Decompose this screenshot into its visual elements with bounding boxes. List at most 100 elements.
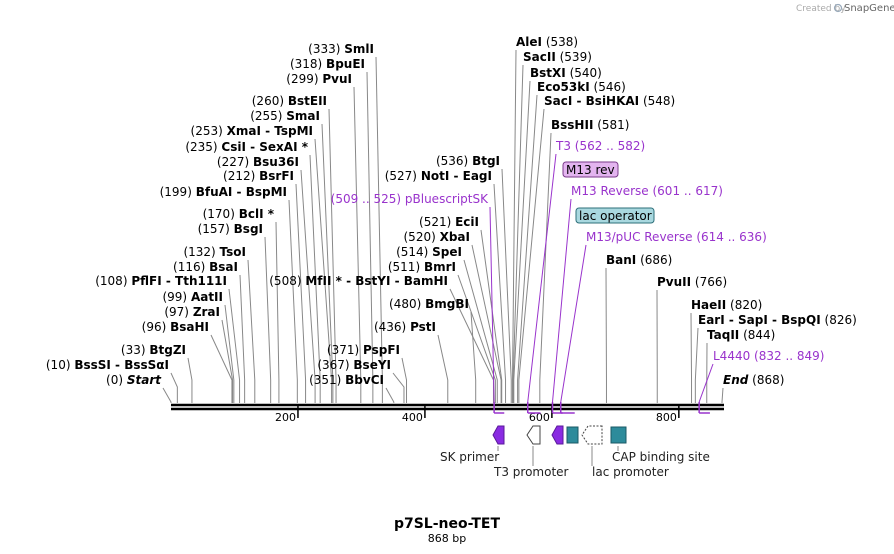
site-noti-eagi[interactable]: (527) NotI - EagI	[385, 169, 492, 183]
site-taqii[interactable]: TaqII (844)	[707, 328, 775, 342]
site-pvui[interactable]: (299) PvuI	[286, 72, 352, 86]
site-name: BmgBI	[425, 297, 469, 311]
site-position: (255)	[250, 109, 286, 123]
m13-rev-label: M13 rev	[566, 163, 615, 177]
site-sacii[interactable]: SacII (539)	[523, 50, 592, 64]
site-name: SacI - BsiHKAI	[544, 94, 639, 108]
site-bbvci[interactable]: (351) BbvCI	[309, 373, 384, 387]
axis-tick-label: 400	[402, 411, 423, 424]
site-haeii[interactable]: HaeII (820)	[691, 298, 762, 312]
site-name: PspFI	[363, 343, 400, 357]
leader-bfuai-bspmi	[288, 199, 298, 403]
site-bsai[interactable]: (116) BsaI	[173, 260, 238, 274]
site-position: (508)	[269, 274, 305, 288]
site-xbai[interactable]: (520) XbaI	[404, 230, 471, 244]
site-name: BclI *	[239, 207, 275, 221]
plasmid-name: p7SL-neo-TET	[394, 516, 501, 532]
site-bsahi[interactable]: (96) BsaHI	[142, 320, 209, 334]
site-name: BfuAI - BspMI	[196, 185, 287, 199]
site-smli[interactable]: (333) SmlI	[308, 42, 374, 56]
leader-bsahi	[210, 334, 233, 403]
lac-operator-box[interactable]: lac operator	[575, 207, 655, 224]
site-bpuei[interactable]: (318) BpuEI	[290, 57, 365, 71]
axis-ticks: 200 400 600 800	[275, 405, 680, 424]
site-smai[interactable]: (255) SmaI	[250, 109, 320, 123]
leader-saci-bsihkai	[518, 108, 545, 403]
site-position: (99)	[162, 290, 190, 304]
primer-m13-puc-reverse[interactable]: M13/pUC Reverse (614 .. 636)	[586, 230, 767, 244]
t3-promoter-label: T3 promoter	[493, 465, 569, 479]
lac-promoter-arrow[interactable]	[581, 425, 603, 445]
site-position: (868)	[748, 373, 784, 387]
site-zrai[interactable]: (97) ZraI	[164, 305, 220, 319]
lac-operator-block[interactable]	[566, 426, 579, 444]
site-position: (351)	[309, 373, 345, 387]
leader-bstxi	[513, 80, 531, 403]
site-psti[interactable]: (436) PstI	[374, 320, 436, 334]
leader-aatii	[224, 304, 235, 403]
site-name: SpeI	[432, 245, 462, 259]
site-bmri[interactable]: (511) BmrI	[388, 260, 456, 274]
leader-smli	[375, 56, 383, 403]
site-pvuii[interactable]: PvuII (766)	[657, 275, 727, 289]
site-name: PstI	[410, 320, 436, 334]
site-btgzi[interactable]: (33) BtgZI	[121, 343, 186, 357]
site-tsoi[interactable]: (132) TsoI	[183, 245, 246, 259]
leader-csii-sexai	[309, 154, 321, 403]
leader-spei	[463, 259, 498, 403]
site-bani[interactable]: BanI (686)	[606, 253, 672, 267]
site-csii-sexai[interactable]: (235) CsiI - SexAI *	[185, 140, 308, 154]
site-bsshii[interactable]: BssHII (581)	[551, 118, 630, 132]
site-spei[interactable]: (514) SpeI	[396, 245, 462, 259]
site-bmgbi[interactable]: (480) BmgBI	[389, 297, 469, 311]
site-bfuai-bspmi[interactable]: (199) BfuAI - BspMI	[160, 185, 287, 199]
site-btgi[interactable]: (536) BtgI	[436, 154, 500, 168]
m13-reverse-arrow[interactable]	[551, 425, 564, 445]
site-bsssi-bsss-i[interactable]: (10) BssSI - BssSαI	[46, 358, 169, 372]
leader-lines	[162, 49, 724, 403]
site-mfii-bstyi-bamhi[interactable]: (508) MfII * - BstYI - BamHI	[269, 274, 448, 288]
site-position: (116)	[173, 260, 209, 274]
site-bsu36i[interactable]: (227) Bsu36I	[217, 155, 299, 169]
site-end[interactable]: End (868)	[723, 373, 784, 387]
site-eari-sapi-bspqi[interactable]: EarI - SapI - BspQI (826)	[698, 313, 857, 327]
site-name: BssSI - BssSαI	[74, 358, 169, 372]
site-position: (540)	[566, 66, 602, 80]
site-position: (299)	[286, 72, 322, 86]
primer-t3[interactable]: T3 (562 .. 582)	[555, 139, 645, 153]
site-name: Bsu36I	[253, 155, 299, 169]
leader-sacii	[512, 64, 524, 403]
site-xmai-tspmi[interactable]: (253) XmaI - TspMI	[191, 124, 313, 138]
site-position: (520)	[404, 230, 440, 244]
leader-btgzi	[187, 357, 193, 403]
sk-primer-arrow[interactable]	[492, 425, 505, 445]
site-bsrfi[interactable]: (212) BsrFI	[223, 169, 294, 183]
site-start[interactable]: (0) Start	[106, 373, 162, 387]
site-pspfi[interactable]: (371) PspFI	[327, 343, 400, 357]
site-name: SmaI	[286, 109, 320, 123]
site-position: (820)	[726, 298, 762, 312]
site-pflfi-tth111i[interactable]: (108) PflFI - Tth111I	[95, 274, 227, 288]
m13-rev-box[interactable]: M13 rev	[562, 161, 619, 178]
site-name: BsaHI	[170, 320, 209, 334]
primer-range: (562 .. 582)	[571, 139, 645, 153]
site-bseyi[interactable]: (367) BseYI	[317, 358, 391, 372]
snapgene-brand: SnapGene	[844, 3, 894, 14]
primer-pbluescriptsk[interactable]: (509 .. 525) pBluescriptSK	[331, 192, 489, 206]
site-alei[interactable]: AleI (538)	[516, 35, 578, 49]
site-saci-bsihkai[interactable]: SacI - BsiHKAI (548)	[544, 94, 675, 108]
site-bsteii[interactable]: (260) BstEII	[252, 94, 327, 108]
site-position: (538)	[542, 35, 578, 49]
site-bcli[interactable]: (170) BclI *	[203, 207, 275, 221]
site-bstxi[interactable]: BstXI (540)	[530, 66, 602, 80]
site-ecii[interactable]: (521) EciI	[419, 215, 479, 229]
site-eco53ki[interactable]: Eco53kI (546)	[537, 80, 626, 94]
primer-leader-pbluescriptsk	[489, 206, 495, 403]
primer-m13-reverse[interactable]: M13 Reverse (601 .. 617)	[571, 184, 723, 198]
primer-l4440[interactable]: L4440 (832 .. 849)	[713, 349, 824, 363]
site-bsgi[interactable]: (157) BsgI	[198, 222, 263, 236]
primer-range: (832 .. 849)	[750, 349, 824, 363]
cap-binding-site-block[interactable]	[610, 426, 627, 444]
site-aatii[interactable]: (99) AatII	[162, 290, 223, 304]
t3-promoter-arrow[interactable]	[526, 425, 541, 445]
